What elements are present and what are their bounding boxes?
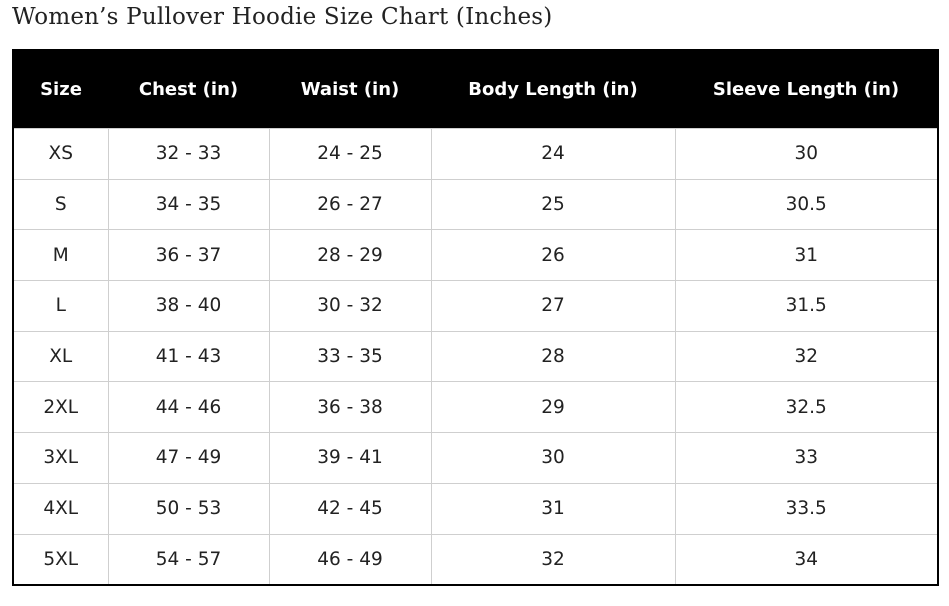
- table-cell: 42 - 45: [268, 482, 432, 535]
- table-cell: 30: [674, 128, 939, 180]
- column-header: Waist (in): [269, 50, 431, 129]
- table-cell: 28 - 29: [268, 229, 432, 282]
- table-cell: 5XL: [12, 533, 109, 586]
- table-row: 2XL 44 - 46 36 - 38 29 32.5: [12, 381, 939, 434]
- size-table: Size Chest (in) Waist (in) Body Length (in)…: [12, 49, 939, 587]
- table-cell: 26 - 27: [268, 178, 432, 231]
- table-cell: 24: [430, 128, 676, 180]
- table-cell: S: [12, 178, 109, 231]
- table-cell: 36 - 38: [268, 381, 432, 434]
- table-cell: 50 - 53: [107, 482, 270, 535]
- table-cell: 36 - 37: [107, 229, 270, 282]
- table-row: XS 32 - 33 24 - 25 24 30: [12, 128, 939, 180]
- table-row: 3XL 47 - 49 39 - 41 30 33: [12, 432, 939, 484]
- table-cell: 47 - 49: [107, 432, 270, 484]
- table-cell: 41 - 43: [107, 330, 270, 383]
- table-cell: 54 - 57: [107, 533, 270, 586]
- table-row: M 36 - 37 28 - 29 26 31: [12, 229, 939, 282]
- table-cell: 2XL: [12, 381, 109, 434]
- table-row: XL 41 - 43 33 - 35 28 32: [12, 330, 939, 383]
- table-cell: 32: [430, 533, 676, 586]
- table-cell: 32 - 33: [107, 128, 270, 180]
- table-cell: 31: [674, 229, 939, 282]
- table-cell: 4XL: [12, 482, 109, 535]
- table-cell: 30 - 32: [268, 280, 432, 332]
- table-cell: L: [12, 280, 109, 332]
- table-row: 4XL 50 - 53 42 - 45 31 33.5: [12, 482, 939, 535]
- table-cell: 30: [430, 432, 676, 484]
- table-cell: 24 - 25: [268, 128, 432, 180]
- table-body: XS 32 - 33 24 - 25 24 30 S 34 - 35 26 - 27 25 30.…: [12, 128, 939, 586]
- table-cell: 3XL: [12, 432, 109, 484]
- table-cell: 34 - 35: [107, 178, 270, 231]
- table-cell: 32: [674, 330, 939, 383]
- table-cell: 33.5: [674, 482, 939, 535]
- table-cell: 34: [674, 533, 939, 586]
- table-cell: 44 - 46: [107, 381, 270, 434]
- column-header: Size: [13, 50, 108, 129]
- table-cell: XS: [12, 128, 109, 180]
- table-cell: M: [12, 229, 109, 282]
- page-title: Women’s Pullover Hoodie Size Chart (Inch…: [12, 4, 553, 30]
- table-cell: 31: [430, 482, 676, 535]
- table-cell: 30.5: [674, 178, 939, 231]
- table-row: 5XL 54 - 57 46 - 49 32 34: [12, 533, 939, 586]
- table-cell: XL: [12, 330, 109, 383]
- table-cell: 31.5: [674, 280, 939, 332]
- table-row: S 34 - 35 26 - 27 25 30.5: [12, 178, 939, 231]
- table-cell: 39 - 41: [268, 432, 432, 484]
- column-header: Body Length (in): [431, 50, 675, 129]
- table-cell: 33: [674, 432, 939, 484]
- column-header: Sleeve Length (in): [675, 50, 938, 129]
- table-head: Size Chest (in) Waist (in) Body Length (in)…: [13, 50, 938, 129]
- table-cell: 25: [430, 178, 676, 231]
- table-cell: 46 - 49: [268, 533, 432, 586]
- table-row: L 38 - 40 30 - 32 27 31.5: [12, 280, 939, 332]
- table-cell: 26: [430, 229, 676, 282]
- table-cell: 33 - 35: [268, 330, 432, 383]
- table-cell: 27: [430, 280, 676, 332]
- table-cell: 29: [430, 381, 676, 434]
- header-row: Size Chest (in) Waist (in) Body Length (in)…: [13, 50, 938, 129]
- table-cell: 28: [430, 330, 676, 383]
- table-cell: 38 - 40: [107, 280, 270, 332]
- column-header: Chest (in): [108, 50, 269, 129]
- table-cell: 32.5: [674, 381, 939, 434]
